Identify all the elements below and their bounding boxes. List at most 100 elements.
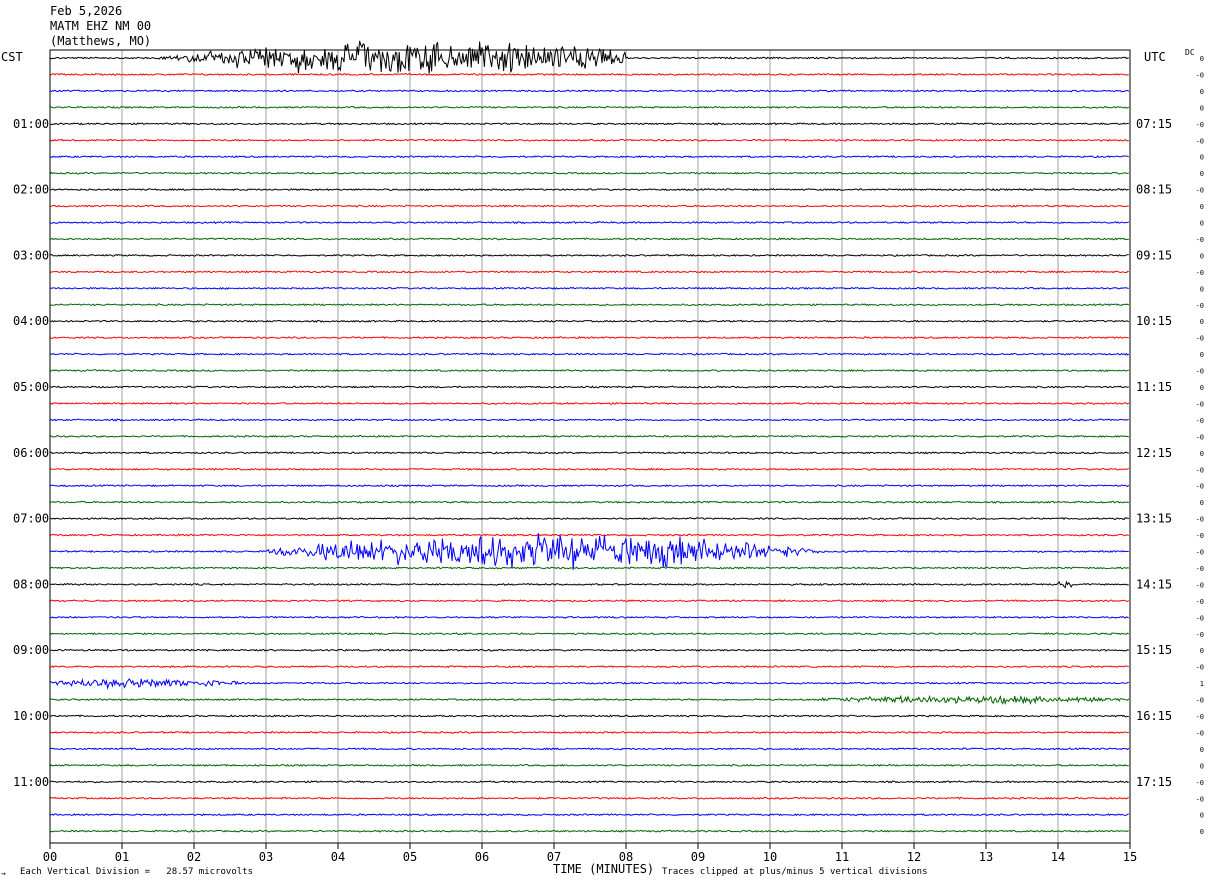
right-hour-label: 14:15 <box>1136 577 1172 591</box>
dc-offset-39: -0 <box>1196 697 1204 705</box>
trace-47 <box>49 829 1129 833</box>
trace-3 <box>49 105 1130 109</box>
dc-offset-33: -0 <box>1196 598 1204 606</box>
trace-5 <box>49 138 1129 142</box>
trace-25 <box>49 467 1129 471</box>
time-gridlines <box>121 50 1059 843</box>
dc-offset-7: 0 <box>1200 170 1204 178</box>
x-tick-label-14: 14 <box>1051 850 1065 864</box>
x-axis-title: TIME (MINUTES) <box>553 862 655 876</box>
trace-12 <box>49 253 1129 257</box>
x-tick-label-12: 12 <box>907 850 921 864</box>
x-tick-label-07: 07 <box>547 850 561 864</box>
dc-offset-43: 0 <box>1200 762 1204 770</box>
right-hour-label: 08:15 <box>1136 183 1172 197</box>
dc-offset-6: 0 <box>1200 154 1204 162</box>
dc-offset-41: -0 <box>1196 729 1204 737</box>
dc-offset-10: 0 <box>1200 220 1204 228</box>
dc-offset-13: -0 <box>1196 269 1204 277</box>
dc-offset-38: 1 <box>1200 680 1204 688</box>
trace-42 <box>49 747 1130 751</box>
trace-16 <box>49 319 1130 323</box>
trace-29 <box>49 533 1129 537</box>
trace-44 <box>49 780 1129 784</box>
trace-9 <box>49 204 1129 208</box>
trace-2 <box>49 89 1130 93</box>
left-hour-label: 02:00 <box>13 183 49 197</box>
trace-41 <box>49 730 1129 734</box>
dc-offset-4: -0 <box>1196 121 1204 129</box>
dc-offset-11: -0 <box>1196 236 1204 244</box>
left-hour-label: 09:00 <box>13 643 49 657</box>
dc-offset-34: -0 <box>1196 614 1204 622</box>
dc-offset-35: -0 <box>1196 631 1204 639</box>
dc-offset-37: -0 <box>1196 664 1204 672</box>
left-hour-label: 05:00 <box>13 380 49 394</box>
vertical-division-note: Each Vertical Division = 28.57 microvolt… <box>20 867 253 877</box>
right-hour-label: 16:15 <box>1136 709 1172 723</box>
x-tick-label-03: 03 <box>259 850 273 864</box>
trace-28 <box>49 517 1130 521</box>
trace-35 <box>49 632 1130 636</box>
header-station: MATM EHZ NM 00 <box>50 19 152 33</box>
trace-32 <box>49 580 1129 589</box>
trace-1 <box>50 72 1129 77</box>
dc-offset-17: -0 <box>1196 335 1204 343</box>
right-hour-label: 11:15 <box>1136 380 1172 394</box>
x-tick-label-09: 09 <box>691 850 705 864</box>
trace-6 <box>49 155 1129 159</box>
dc-offset-28: -0 <box>1196 516 1204 524</box>
trace-22 <box>49 418 1129 422</box>
trace-11 <box>49 237 1129 241</box>
trace-39 <box>49 694 1130 706</box>
dc-offset-30: -0 <box>1196 549 1204 557</box>
dc-offset-9: 0 <box>1200 203 1204 211</box>
header-date: Feb 5,2026 <box>50 4 123 18</box>
dc-offset-27: 0 <box>1200 499 1204 507</box>
trace-27 <box>49 500 1130 504</box>
dc-offset-45: -0 <box>1196 795 1204 803</box>
x-tick-label-06: 06 <box>475 850 489 864</box>
trace-34 <box>50 615 1129 619</box>
dc-offset-23: -0 <box>1196 433 1204 441</box>
dc-offset-3: 0 <box>1200 104 1204 112</box>
trace-43 <box>49 763 1129 767</box>
trace-13 <box>49 270 1129 274</box>
dc-offset-19: -0 <box>1196 368 1204 376</box>
dc-offset-18: 0 <box>1200 351 1204 359</box>
trace-37 <box>49 665 1129 669</box>
dc-offset-8: -0 <box>1196 187 1204 195</box>
dc-offset-36: 0 <box>1200 647 1204 655</box>
dc-offset-1: -0 <box>1196 71 1204 79</box>
left-hour-label: 04:00 <box>13 314 49 328</box>
dc-offset-29: -0 <box>1196 532 1204 540</box>
trace-46 <box>50 813 1129 817</box>
right-hour-label: 17:15 <box>1136 775 1172 789</box>
dc-offset-20: 0 <box>1200 384 1204 392</box>
trace-8 <box>49 187 1129 192</box>
trace-4 <box>50 122 1129 126</box>
left-hour-label: 03:00 <box>13 248 49 262</box>
dc-offset-46: 0 <box>1200 812 1204 820</box>
seismic-traces <box>49 40 1130 833</box>
trace-14 <box>49 286 1129 290</box>
trace-20 <box>49 385 1129 389</box>
right-hour-label: 15:15 <box>1136 643 1172 657</box>
trace-19 <box>49 368 1129 373</box>
header-location: (Matthews, MO) <box>50 34 152 48</box>
trace-36 <box>49 648 1130 652</box>
dc-offset-40: -0 <box>1196 713 1204 721</box>
dc-label: DC <box>1185 48 1195 57</box>
trace-21 <box>49 401 1130 406</box>
trace-10 <box>49 220 1130 225</box>
dc-offset-12: 0 <box>1200 252 1204 260</box>
dc-offset-15: -0 <box>1196 302 1204 310</box>
trace-40 <box>49 714 1129 718</box>
trace-30 <box>49 533 1129 570</box>
left-hour-label: 06:00 <box>13 446 49 460</box>
trace-18 <box>49 352 1130 356</box>
x-tick-label-10: 10 <box>763 850 777 864</box>
right-timezone-label: UTC <box>1144 50 1166 64</box>
dc-offset-26: -0 <box>1196 483 1204 491</box>
